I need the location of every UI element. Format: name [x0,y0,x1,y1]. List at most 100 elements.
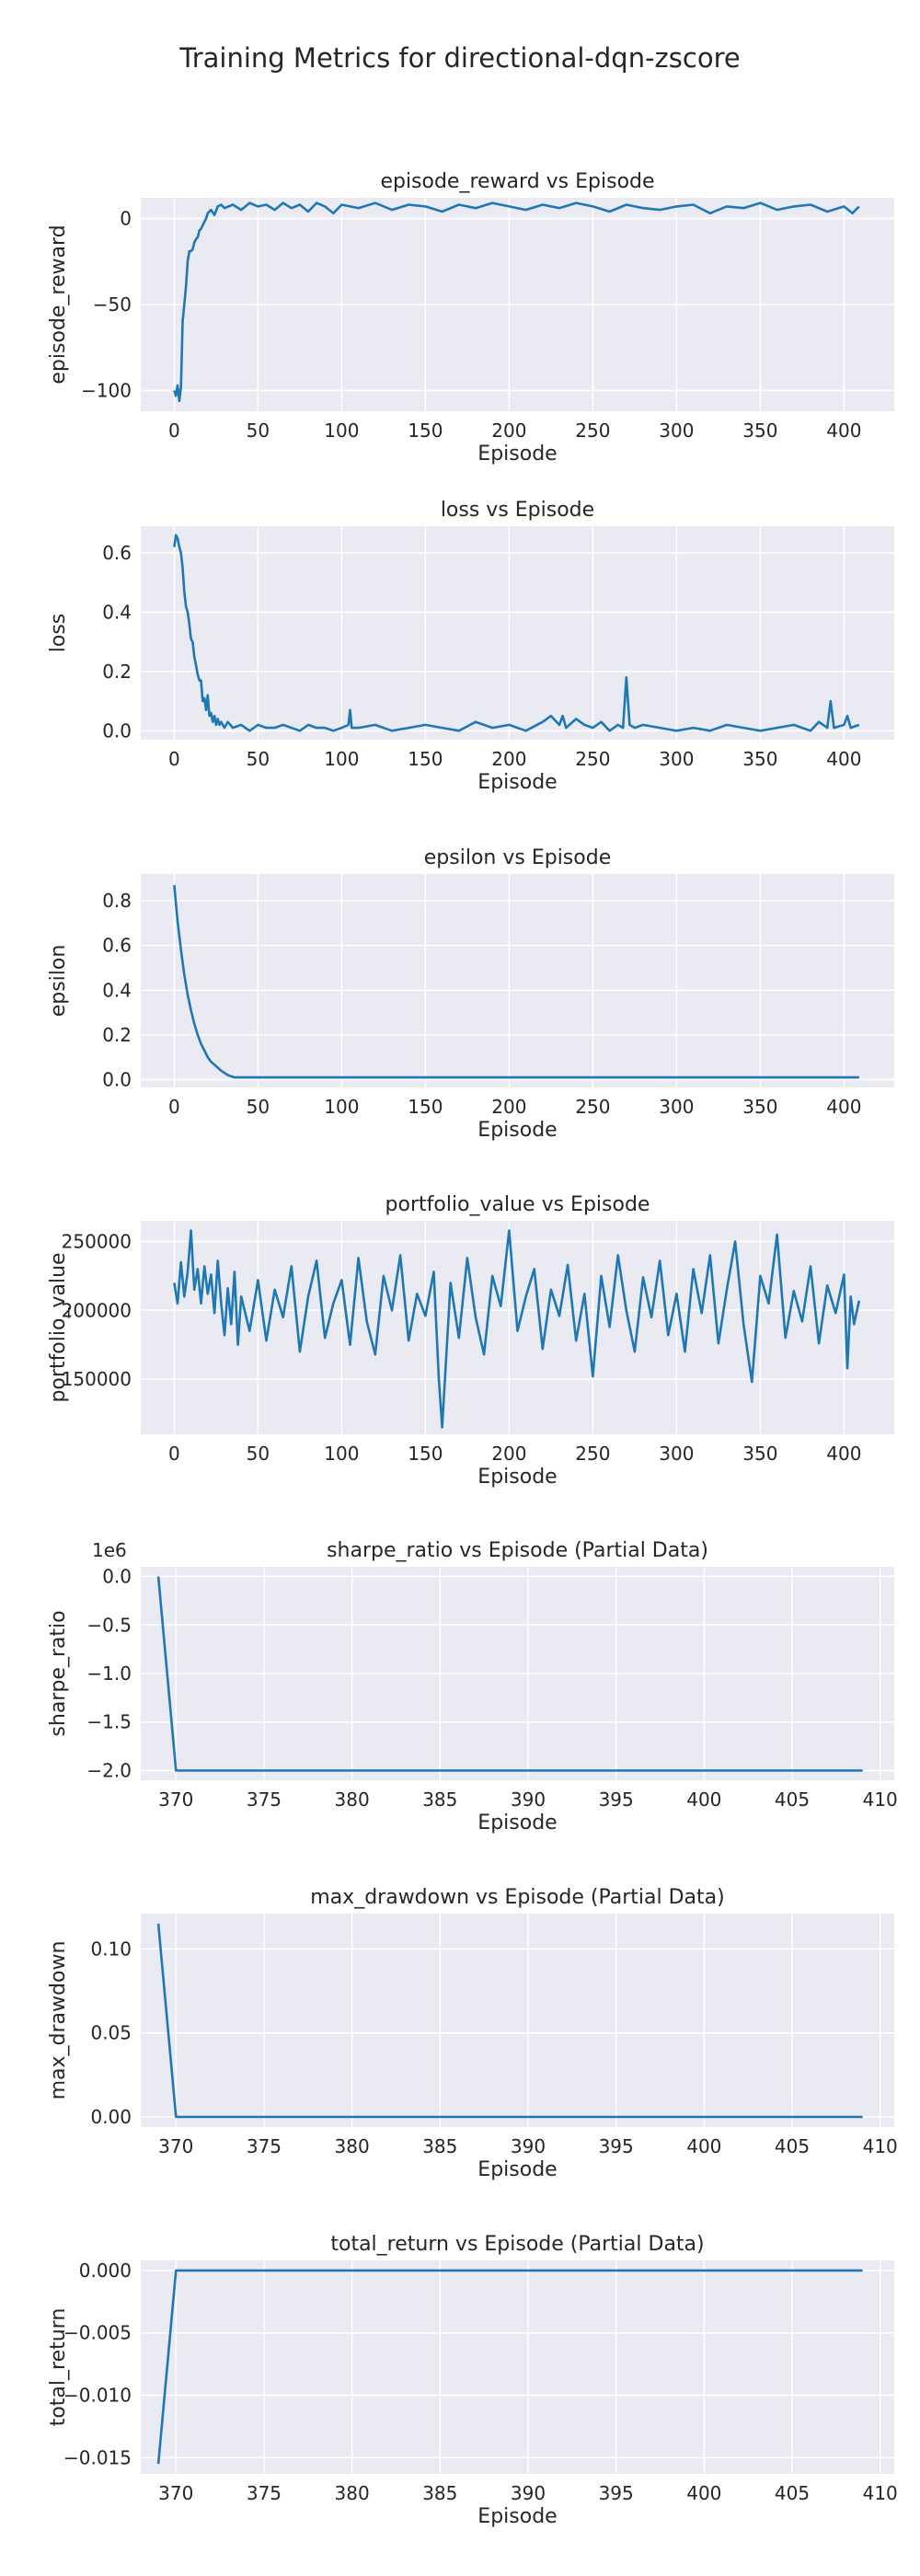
x-tick-label: 350 [742,748,777,770]
chart-panel-6: 370 375 380 385 390 395 400 405 410 0.00 0.05 0.10 m… [47,1886,898,2181]
x-tick-label: 300 [659,1443,694,1465]
y-axis-label: total_return [47,2308,70,2427]
x-tick-label: 400 [826,1443,861,1465]
y-offset-text: 1e6 [92,1539,127,1561]
x-tick-label: 410 [863,2482,898,2504]
y-tick-label: 0.6 [102,935,132,957]
x-tick-label: 250 [575,1443,610,1465]
y-axis-label: sharpe_ratio [47,1610,70,1736]
y-tick-label: 0.05 [90,2022,132,2044]
x-tick-label: 0 [168,1443,180,1465]
x-tick-label: 390 [511,2482,546,2504]
series-line-1 [156,1576,863,1772]
x-tick-label: 0 [168,1096,180,1118]
y-tick-label: 0.10 [90,1938,132,1960]
chart-title: episode_reward vs Episode [380,170,654,193]
chart-title: sharpe_ratio vs Episode (Partial Data) [327,1539,708,1562]
x-tick-label: 405 [775,2482,810,2504]
y-axis-label: loss [47,614,70,653]
y-tick-label: 0.8 [102,890,132,912]
y-tick-label: 0.2 [102,661,132,683]
x-tick-label: 0 [168,420,180,442]
x-tick-label: 200 [491,1443,526,1465]
x-tick-label: 400 [826,748,861,770]
series-line-1 [173,534,860,732]
x-tick-label: 370 [158,2135,193,2157]
y-tick-label: −1.5 [86,1711,132,1733]
x-tick-label: 380 [335,1788,370,1811]
chart-title: epsilon vs Episode [424,846,611,869]
x-tick-label: 380 [335,2135,370,2157]
series-line-1 [173,884,859,1079]
y-tick-label: 0.0 [102,1068,132,1090]
x-tick-label: 400 [826,420,861,442]
x-axis-label: Episode [477,1119,557,1142]
y-tick-label: 150000 [62,1368,132,1390]
x-tick-label: 150 [408,420,443,442]
y-axis-label: max_drawdown [47,1941,70,2100]
series-line-1 [156,2269,863,2465]
y-tick-label: 0.2 [102,1024,132,1046]
x-tick-label: 350 [742,1443,777,1465]
x-tick-label: 200 [491,1096,526,1118]
y-tick-label: −100 [81,380,132,402]
x-tick-label: 390 [511,2135,546,2157]
x-tick-label: 410 [863,2135,898,2157]
plot-background [141,2260,894,2474]
x-tick-label: 200 [491,420,526,442]
chart-panel-3: 0 50 100 150 200 250 300 350 400 0.0 0.2 0.4 0.6 0.8 e… [47,846,894,1142]
x-tick-label: 350 [742,1096,777,1118]
chart-title: max_drawdown vs Episode (Partial Data) [310,1886,724,1909]
x-tick-label: 300 [659,1096,694,1118]
x-tick-label: 400 [826,1096,861,1118]
y-axis-label: portfolio_value [47,1252,70,1402]
x-tick-label: 400 [686,2135,721,2157]
x-tick-label: 150 [408,748,443,770]
x-tick-label: 250 [575,1096,610,1118]
y-tick-label: 0 [120,207,132,229]
x-tick-label: 385 [422,2482,457,2504]
chart-panel-1: 0 50 100 150 200 250 300 350 400 0 −50 −100 episode_… [47,170,894,466]
chart-panel-2: 0 50 100 150 200 250 300 350 400 0.0 0.2 0.4 0.6 loss… [47,499,894,794]
y-tick-label: −0.015 [63,2446,132,2468]
x-tick-label: 300 [659,420,694,442]
x-tick-label: 250 [575,748,610,770]
y-tick-label: −0.010 [63,2385,132,2407]
y-tick-label: −50 [93,293,132,316]
x-tick-label: 50 [247,748,270,770]
x-tick-label: 395 [599,1788,634,1811]
y-tick-label: −1.0 [86,1662,132,1685]
x-tick-label: 100 [324,748,359,770]
x-axis-label: Episode [477,2158,557,2181]
x-axis-label: Episode [477,1811,557,1834]
y-tick-label: 200000 [62,1299,132,1321]
chart-title: portfolio_value vs Episode [385,1193,650,1216]
y-tick-label: 0.4 [102,601,132,623]
y-tick-label: 0.0 [102,1566,132,1588]
x-tick-label: 50 [247,1096,270,1118]
series-line-1 [156,1923,863,2119]
x-tick-label: 400 [686,2482,721,2504]
x-tick-label: 100 [324,1096,359,1118]
x-tick-label: 395 [599,2135,634,2157]
x-tick-label: 405 [775,1788,810,1811]
y-axis-label: episode_reward [47,224,70,384]
x-tick-label: 50 [247,1443,270,1465]
x-axis-label: Episode [477,2505,557,2528]
chart-title: total_return vs Episode (Partial Data) [330,2233,704,2256]
y-tick-label: 0.000 [79,2260,132,2282]
chart-panel-5: 370 375 380 385 390 395 400 405 410 0.0 −0.5 −1.0 −1… [47,1539,898,1834]
y-tick-label: 0.00 [90,2106,132,2128]
x-tick-label: 200 [491,748,526,770]
x-tick-label: 390 [511,1788,546,1811]
x-tick-label: 0 [168,748,180,770]
x-tick-label: 395 [599,2482,634,2504]
x-tick-label: 370 [158,2482,193,2504]
x-tick-label: 375 [247,2135,282,2157]
series-line-1 [173,1229,861,1429]
y-tick-label: −0.5 [86,1614,132,1636]
x-tick-label: 385 [422,1788,457,1811]
x-tick-label: 150 [408,1096,443,1118]
y-tick-label: 0.4 [102,979,132,1001]
